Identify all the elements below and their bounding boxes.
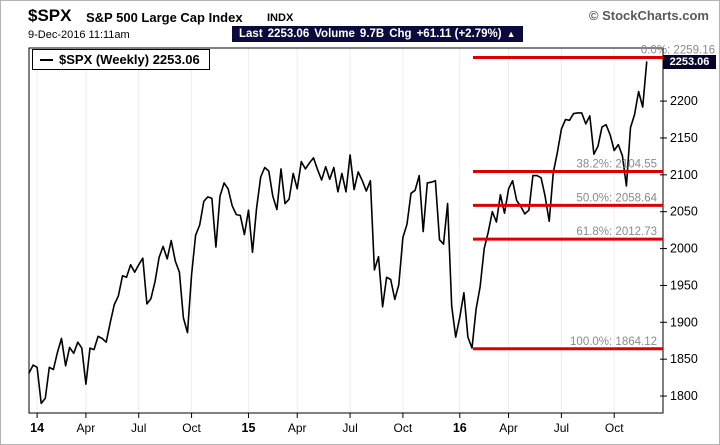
y-axis: 1800 1850 1900 1950 2000 2050 2100 2150 2200	[660, 94, 698, 403]
index-name-label: S&P 500 Large Cap Index	[86, 10, 243, 25]
line-swatch-icon	[40, 58, 53, 61]
svg-text:14: 14	[30, 421, 44, 435]
svg-text:Jul: Jul	[342, 421, 357, 435]
svg-text:2200: 2200	[670, 94, 698, 108]
svg-text:Oct: Oct	[182, 421, 201, 435]
svg-text:1800: 1800	[670, 389, 698, 403]
svg-text:Oct: Oct	[605, 421, 624, 435]
fib-retracement-lines: 0.0%: 2259.16 38.2%: 2104.55 50.0%: 2058.6…	[473, 44, 715, 351]
last-label: Last	[239, 28, 263, 40]
price-line	[28, 61, 648, 405]
svg-text:2000: 2000	[670, 242, 698, 256]
change-label: Chg	[389, 28, 412, 40]
last-value: 2253.06	[267, 28, 310, 40]
price-chart: 0.0%: 2259.16 38.2%: 2104.55 50.0%: 2058.6…	[28, 44, 715, 435]
legend-label: $SPX (Weekly) 2253.06	[59, 52, 200, 67]
change-value: +61.11 (+2.79%)	[416, 28, 502, 40]
gridlines	[36, 48, 615, 413]
svg-text:Jul: Jul	[554, 421, 569, 435]
svg-text:Oct: Oct	[394, 421, 413, 435]
svg-text:1850: 1850	[670, 352, 698, 366]
svg-text:1900: 1900	[670, 315, 698, 329]
volume-value: 9.7B	[359, 28, 385, 40]
price-tag: 2253.06	[663, 54, 716, 69]
datetime-label: 9-Dec-2016 11:11am	[28, 29, 130, 41]
volume-label: Volume	[314, 28, 355, 40]
quote-bar: Last 2253.06 Volume 9.7B Chg +61.11 (+2.…	[232, 26, 523, 42]
svg-text:100.0%: 1864.12: 100.0%: 1864.12	[570, 336, 657, 348]
x-axis: 14 Apr Jul Oct 15 Apr Jul Oct 16 Apr Jul Oct	[30, 413, 624, 435]
svg-text:2150: 2150	[670, 131, 698, 145]
up-arrow-icon: ▲	[506, 28, 516, 39]
svg-text:16: 16	[453, 421, 467, 435]
svg-text:2100: 2100	[670, 168, 698, 182]
svg-text:2050: 2050	[670, 205, 698, 219]
legend-box: $SPX (Weekly) 2253.06	[32, 49, 210, 70]
svg-text:Jul: Jul	[131, 421, 146, 435]
svg-text:61.8%: 2012.73: 61.8%: 2012.73	[576, 226, 657, 238]
svg-text:Apr: Apr	[77, 421, 96, 435]
svg-text:50.0%: 2058.64: 50.0%: 2058.64	[576, 192, 657, 204]
svg-text:0.0%: 2259.16: 0.0%: 2259.16	[641, 44, 715, 56]
svg-text:Apr: Apr	[499, 421, 518, 435]
svg-text:38.2%: 2104.55: 38.2%: 2104.55	[576, 158, 657, 170]
svg-text:Apr: Apr	[288, 421, 307, 435]
copyright-label: © StockCharts.com	[588, 8, 709, 23]
svg-text:15: 15	[242, 421, 256, 435]
plot-border	[28, 47, 664, 414]
exchange-label: INDX	[267, 12, 294, 24]
svg-text:1950: 1950	[670, 278, 698, 292]
symbol-label: $SPX	[28, 6, 72, 25]
